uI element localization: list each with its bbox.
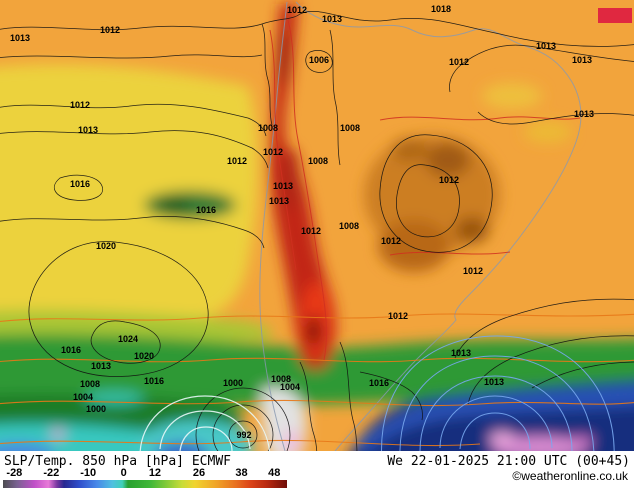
- colorbar-tick: 48: [268, 467, 281, 479]
- colorbar-tick: 0: [120, 467, 127, 479]
- colorbar-tick: 12: [148, 467, 162, 479]
- cyclone-contours-blue: [381, 335, 615, 451]
- temperature-colorbar: [3, 480, 287, 488]
- coastline: [259, 1, 582, 451]
- storm-spiral-white: [139, 395, 270, 451]
- colorbar-tick: 26: [192, 467, 206, 479]
- weather-map-svg: [0, 0, 634, 451]
- colorbar-tick: 38: [235, 467, 248, 479]
- map-datetime: We 22-01-2025 21:00 UTC (00+45): [387, 454, 630, 469]
- map-title: SLP/Temp. 850 hPa [hPa] ECMWF: [4, 454, 231, 469]
- map-footer: SLP/Temp. 850 hPa [hPa] ECMWF We 22-01-2…: [0, 451, 634, 490]
- map-canvas: 1012 1013 1018 1013 1012 1006 1012 1013 1013 1012…: [0, 0, 634, 451]
- colorbar-tick: -28: [6, 467, 23, 479]
- red-marker-box: [598, 8, 632, 23]
- copyright-text: ©weatheronline.co.uk: [512, 469, 628, 483]
- colorbar-tick: -22: [43, 467, 60, 479]
- colorbar-tick: -10: [80, 467, 97, 479]
- isotherm-contours-red: [269, 19, 581, 361]
- colorbar-ticks: -28 -22 -10 0 12 26 38 48: [3, 467, 287, 479]
- isobar-contours: [0, 10, 634, 451]
